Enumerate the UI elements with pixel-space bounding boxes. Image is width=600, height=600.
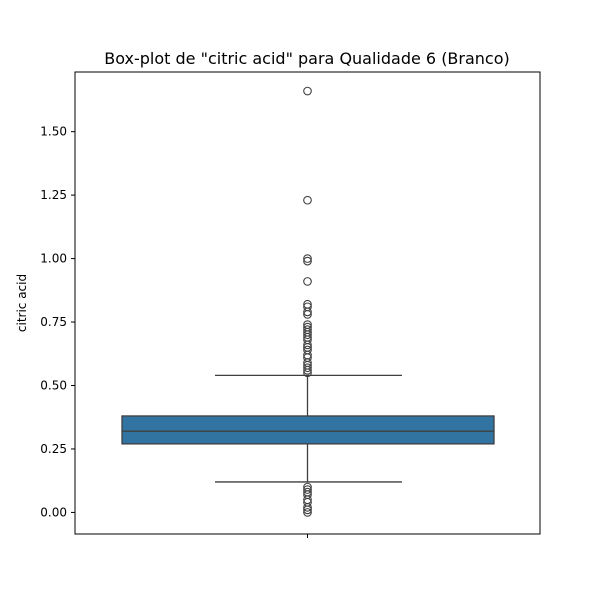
outlier-point (303, 322, 312, 332)
y-tick-label: 1.00 (40, 252, 67, 266)
outlier-point (303, 302, 312, 312)
outlier-point (303, 277, 312, 286)
chart-title: Box-plot de "citric acid" para Qualidade… (104, 49, 510, 68)
y-tick-label: 0.50 (40, 379, 67, 393)
outlier-point (303, 86, 312, 96)
outlier-point (303, 320, 312, 329)
y-axis-ticks: 0.00 0.25 0.50 0.75 1.00 1.25 1.50 (40, 125, 75, 519)
outlier-point (303, 254, 312, 263)
outlier-point (303, 487, 312, 497)
outlier-points (303, 86, 312, 517)
y-tick-label: 0.00 (40, 505, 67, 519)
outlier-point (303, 325, 312, 335)
interquartile-box (121, 415, 495, 445)
outlier-point (303, 485, 312, 494)
outlier-point (303, 482, 312, 492)
outlier-point (303, 345, 312, 355)
y-axis-label: citric acid (15, 274, 29, 332)
outlier-point (303, 299, 312, 309)
outlier-point (303, 363, 312, 373)
y-tick-label: 0.75 (40, 315, 67, 329)
outlier-point (303, 256, 312, 266)
outlier-point (303, 508, 312, 517)
y-tick-label: 1.50 (40, 125, 67, 139)
y-tick-label: 0.25 (40, 442, 67, 456)
box-plot (121, 374, 495, 483)
outlier-point (303, 195, 312, 205)
y-tick-label: 1.25 (40, 188, 67, 202)
